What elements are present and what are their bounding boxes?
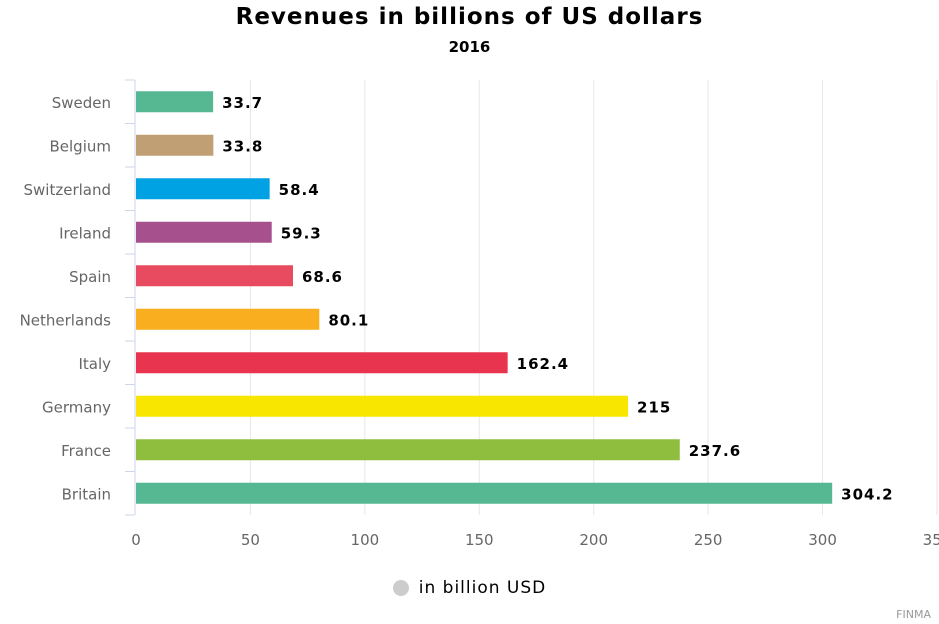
category-label: Spain — [69, 268, 111, 286]
category-label: Ireland — [59, 224, 111, 242]
bar[interactable] — [136, 134, 214, 156]
chart-subtitle: 2016 — [448, 38, 491, 56]
category-label: France — [61, 442, 111, 460]
legend-label: in billion USD — [418, 578, 547, 598]
data-label: 215 — [637, 398, 671, 416]
chart-title: Revenues in billions of US dollars — [235, 4, 704, 30]
category-label: Italy — [78, 355, 111, 373]
bar[interactable] — [136, 439, 680, 461]
bar[interactable] — [136, 265, 293, 287]
x-axis-ticks: 0 50 100 150 200 250 300 350 — [131, 531, 939, 549]
category-label: Germany — [42, 398, 111, 416]
data-label: 59.3 — [281, 224, 322, 242]
bar[interactable] — [136, 221, 272, 243]
legend[interactable]: in billion USD — [0, 578, 939, 598]
data-label: 80.1 — [328, 311, 369, 329]
x-tick-label: 150 — [465, 531, 494, 549]
data-label: 237.6 — [689, 442, 741, 460]
bar[interactable] — [136, 482, 833, 504]
category-label: Netherlands — [20, 311, 112, 329]
x-tick-label: 250 — [694, 531, 723, 549]
x-tick-label: 350 — [923, 531, 939, 549]
data-label: 162.4 — [517, 355, 569, 373]
x-tick-label: 300 — [808, 531, 837, 549]
y-axis — [125, 79, 136, 516]
category-label: Sweden — [52, 94, 111, 112]
x-tick-label: 200 — [579, 531, 608, 549]
data-labels: 33.7 33.8 58.4 59.3 68.6 80.1 162.4 215 237.6 304… — [222, 94, 893, 504]
data-label: 33.7 — [222, 94, 263, 112]
data-label: 33.8 — [222, 137, 263, 155]
data-label: 68.6 — [302, 268, 343, 286]
data-label: 304.2 — [841, 485, 893, 503]
bar[interactable] — [136, 178, 270, 200]
bar[interactable] — [136, 308, 320, 330]
bars — [136, 91, 833, 504]
category-label: Switzerland — [24, 181, 112, 199]
data-label: 58.4 — [279, 181, 320, 199]
bar[interactable] — [136, 395, 629, 417]
category-label: Belgium — [50, 137, 112, 155]
bar[interactable] — [136, 352, 508, 374]
legend-swatch-icon — [392, 580, 409, 596]
category-labels: Sweden Belgium Switzerland Ireland Spain Neth… — [20, 94, 112, 504]
x-tick-label: 50 — [241, 531, 260, 549]
bar[interactable] — [136, 91, 214, 113]
credit-text: FINMA — [896, 608, 931, 621]
x-tick-label: 100 — [351, 531, 380, 549]
x-tick-label: 0 — [131, 531, 141, 549]
category-label: Britain — [62, 485, 111, 503]
